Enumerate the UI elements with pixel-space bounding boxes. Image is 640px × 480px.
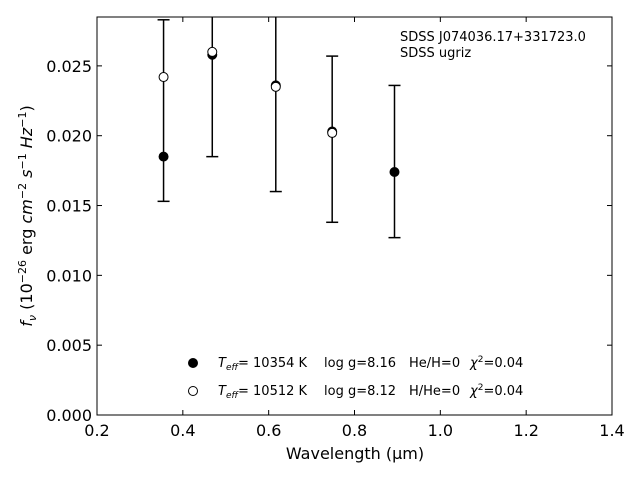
model-series: [158, 46, 338, 138]
model-point: [327, 127, 338, 138]
x-tick-label: 0.6: [256, 421, 281, 440]
observed-point: [158, 151, 169, 162]
model-point: [207, 46, 218, 57]
y-tick-label: 0.020: [46, 127, 92, 146]
y-axis-ticks: 0.000 0.005 0.010 0.015 0.020 0.025: [46, 57, 612, 425]
model-point: [158, 72, 169, 83]
legend-marker-filled: [188, 358, 198, 368]
annotation-object: SDSS J074036.17+331723.0: [400, 30, 586, 45]
x-axis-ticks: 0.2 0.4 0.6 0.8 1.0 1.2 1.4: [84, 17, 625, 440]
x-tick-label: 1.0: [428, 421, 453, 440]
y-axis-label: fν (10−26 erg cm−2 s−1 Hz−1): [16, 105, 39, 326]
annotation-survey: SDSS ugriz: [400, 46, 471, 61]
observed-point: [389, 167, 400, 178]
y-tick-label: 0.005: [46, 336, 92, 355]
x-tick-label: 0.4: [170, 421, 195, 440]
plot-area: [96, 16, 613, 416]
error-bars: [157, 17, 401, 239]
x-tick-label: 1.4: [599, 421, 624, 440]
x-tick-label: 0.8: [342, 421, 367, 440]
y-tick-label: 0.010: [46, 266, 92, 285]
x-axis-label: Wavelength (μm): [286, 444, 424, 463]
legend-marker-open: [188, 386, 198, 396]
y-tick-label: 0.000: [46, 406, 92, 425]
y-tick-label: 0.025: [46, 57, 92, 76]
y-tick-label: 0.015: [46, 197, 92, 216]
x-tick-label: 1.2: [513, 421, 538, 440]
model-point: [270, 81, 281, 92]
annotation: SDSS J074036.17+331723.0 SDSS ugriz: [400, 30, 586, 61]
x-tick-label: 0.2: [84, 421, 109, 440]
